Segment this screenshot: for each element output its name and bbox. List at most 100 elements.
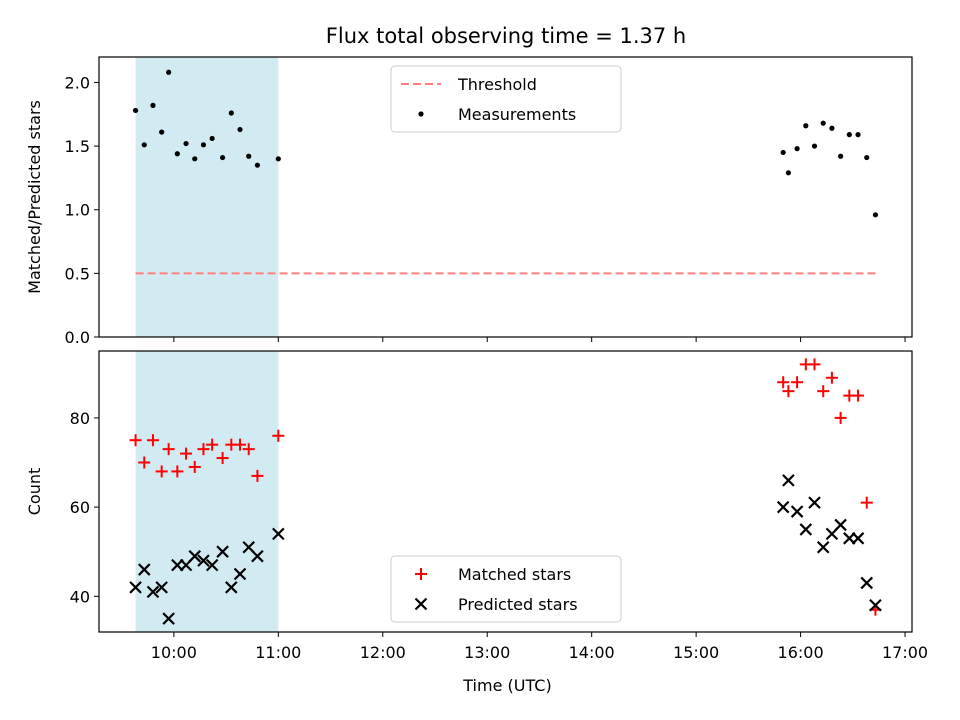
measurement-point <box>246 153 252 159</box>
x-tick-label: 12:00 <box>360 643 406 662</box>
measurement-point <box>794 146 800 152</box>
observing-window-shade <box>135 351 279 632</box>
x-tick-label: 13:00 <box>464 643 510 662</box>
y-tick-label: 0.0 <box>65 328 90 347</box>
predicted-star-point <box>834 518 847 532</box>
cross-stroke-b <box>414 597 428 611</box>
measurement-point <box>820 120 826 126</box>
measurement-point <box>846 132 852 138</box>
legend: Threshold Measurements <box>390 65 622 133</box>
cross-stroke-b <box>137 563 151 576</box>
y-tick-label: 0.5 <box>65 264 90 283</box>
y-tick-label: 1.0 <box>65 201 90 220</box>
matched-star-point <box>777 376 790 389</box>
cross-stroke-b <box>790 505 804 518</box>
legend-entry-label: Predicted stars <box>458 595 578 614</box>
matched-star-point <box>155 465 168 478</box>
axes-frame <box>98 56 913 338</box>
cross-stroke-b <box>188 549 202 563</box>
predicted-star-point <box>808 496 821 509</box>
matched-star-point <box>852 389 865 402</box>
cross-stroke-b <box>776 500 790 514</box>
matched-star-point <box>808 358 821 371</box>
x-tick-label: 14:00 <box>569 643 615 662</box>
predicted-star-point <box>776 500 790 514</box>
ratio-panel: 0.0 0.5 1.0 1.5 2.0 Matched/Predicted stars Th… <box>25 56 913 347</box>
cross-stroke-b <box>851 532 865 545</box>
predicted-star-point <box>869 598 882 612</box>
x-tick-label: 10:00 <box>151 643 197 662</box>
matched-star-point <box>242 443 255 456</box>
cross-stroke-b <box>233 567 247 581</box>
measurement-point <box>780 149 786 156</box>
measurement-point <box>829 125 835 131</box>
cross-stroke-b <box>782 474 795 487</box>
predicted-star-point <box>782 474 795 487</box>
matched-star-point <box>860 496 873 509</box>
predicted-star-point <box>216 545 229 558</box>
predicted-star-point <box>851 532 865 545</box>
measurement-point <box>228 110 234 116</box>
observing-window-shade <box>135 57 279 337</box>
measurement-point <box>220 154 226 161</box>
legend: Matched stars Predicted stars <box>390 555 622 623</box>
matched-star-point <box>272 429 285 442</box>
cross-stroke-b <box>799 523 813 536</box>
matched-star-point <box>162 443 175 456</box>
cross-stroke-b <box>155 581 168 594</box>
predicted-star-point <box>146 585 160 599</box>
measurement-point <box>132 107 139 114</box>
measurement-point <box>150 102 156 108</box>
measurement-point <box>864 154 870 161</box>
measurement-point <box>159 129 165 135</box>
predicted-star-point <box>860 576 874 590</box>
y-tick-label: 2.0 <box>65 73 90 92</box>
cross-stroke-b <box>808 496 821 509</box>
cross-stroke-b <box>216 545 229 558</box>
matched-star-point <box>825 371 838 384</box>
cross-stroke-b <box>272 527 285 541</box>
cross-stroke-b <box>162 612 175 625</box>
predicted-star-point <box>188 549 202 563</box>
matched-star-point <box>188 460 201 473</box>
measurement-point <box>811 143 818 149</box>
predicted-star-point <box>790 505 804 518</box>
predicted-star-point <box>197 554 210 567</box>
x-tick-label: 17:00 <box>882 643 928 662</box>
predicted-star-point <box>225 581 238 594</box>
y-axis-label: Matched/Predicted stars <box>25 100 44 294</box>
predicted-star-point <box>233 567 247 581</box>
matched-star-point <box>138 456 151 469</box>
cross-stroke-b <box>816 540 830 554</box>
matched-star-point <box>251 469 264 482</box>
predicted-star-point <box>816 540 830 554</box>
matched-star-point <box>782 385 795 398</box>
matched-star-point <box>171 465 184 478</box>
legend-predicted-swatch <box>414 597 428 611</box>
measurement-point <box>192 156 198 162</box>
matched-star-point <box>146 434 159 447</box>
y-tick-label: 60 <box>70 498 90 517</box>
x-tick-label: 16:00 <box>778 643 824 662</box>
legend-matched-swatch <box>415 568 427 580</box>
cross-stroke-b <box>242 540 255 554</box>
x-axis-label: Time (UTC) <box>462 676 551 695</box>
measurement-point <box>166 69 172 75</box>
predicted-star-point <box>162 612 175 625</box>
legend-measurements-swatch <box>418 111 424 117</box>
cross-stroke-b <box>251 549 264 563</box>
measurement-point <box>200 142 207 148</box>
measurement-point <box>237 126 243 133</box>
y-tick-label: 1.5 <box>65 137 90 156</box>
measurement-point <box>174 151 180 157</box>
legend-entry-label: Matched stars <box>458 565 571 584</box>
measurement-point <box>183 140 189 147</box>
measurement-point <box>785 170 791 176</box>
y-axis-label: Count <box>25 468 44 516</box>
matched-star-point <box>791 376 804 389</box>
x-tick-label: 15:00 <box>673 643 719 662</box>
legend-entry-label: Measurements <box>458 105 576 124</box>
matched-star-point <box>834 411 847 424</box>
predicted-star-point <box>251 549 264 563</box>
